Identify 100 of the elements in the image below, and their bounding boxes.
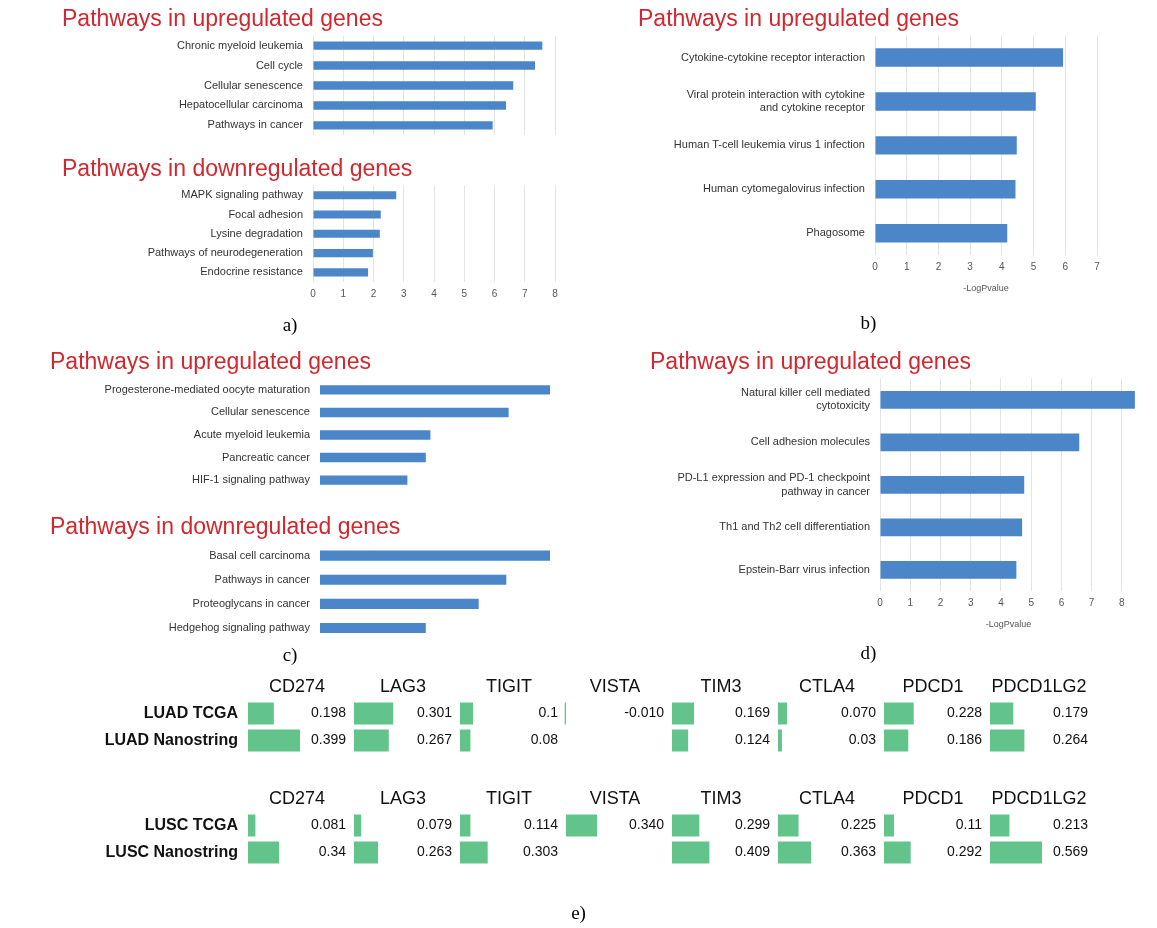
bar (875, 224, 1008, 243)
x-tick-label: TIM3 (700, 675, 742, 696)
x-tick-label: 6 (1062, 260, 1069, 272)
data-label: 0.263 (416, 843, 453, 860)
y-tick-label: MAPK signaling pathway (181, 188, 304, 201)
chart-title: Pathways in upregulated genes (638, 5, 959, 32)
y-tick-label: Epstein-Barr virus infection (738, 562, 870, 575)
data-label: 0.070 (840, 704, 877, 721)
bar (880, 390, 1135, 409)
chart-title: Pathways in downregulated genes (50, 513, 401, 540)
x-tick-label: 6 (491, 287, 498, 299)
y-tick-label: Cell adhesion molecules (750, 435, 871, 448)
data-label: 0.399 (310, 731, 347, 748)
bar (313, 191, 397, 200)
x-tick-label: 4 (431, 287, 438, 299)
x-tick-label: 1 (340, 287, 347, 299)
data-label: 0.409 (734, 843, 771, 860)
x-axis-title: -LogPvalue (985, 619, 1032, 630)
y-tick-label: Pancreatic cancer (221, 450, 311, 463)
x-tick-label: CD274 (268, 675, 326, 696)
y-tick-label: Cytokine-cytokine receptor interaction (680, 50, 865, 63)
bar (320, 385, 550, 395)
data-label: 0.340 (628, 816, 665, 833)
y-tick-label: Human cytomegalovirus infection (702, 182, 865, 195)
bar (313, 210, 381, 219)
y-tick-label: PD-L1 expression and PD-1 checkpoint pathway in cancer (677, 471, 871, 497)
x-tick-label: 0 (877, 596, 884, 608)
data-label: 0.179 (1052, 704, 1089, 721)
data-label: 0.303 (522, 843, 559, 860)
data-label: 0.292 (946, 843, 983, 860)
x-tick-label: CD274 (268, 787, 326, 808)
y-tick-label: Endocrine resistance (200, 265, 303, 278)
text: a) (282, 314, 298, 337)
x-tick-label: 2 (937, 596, 944, 608)
x-tick-label: 7 (1094, 260, 1101, 272)
y-tick-label: Phagosome (806, 226, 865, 239)
y-tick-label: Natural killer cell mediated cytotoxicity (741, 386, 871, 412)
x-tick-label: 0 (872, 260, 879, 272)
bar (320, 598, 479, 609)
data-label: -0.010 (624, 704, 665, 721)
bar (320, 407, 509, 418)
data-label: 0.225 (840, 816, 877, 833)
data-label: 0.124 (734, 731, 771, 748)
data-label: 0.213 (1052, 816, 1089, 833)
x-tick-label: TIM3 (700, 787, 742, 808)
x-tick-label: 1 (903, 260, 910, 272)
x-tick-label: PDCD1 (902, 675, 964, 696)
bar (313, 268, 369, 277)
data-label: 0.363 (840, 843, 877, 860)
bar (320, 550, 550, 561)
text: d) (860, 642, 877, 665)
x-tick-label: 3 (967, 260, 974, 272)
data-label: 0.08 (530, 731, 559, 748)
bar (320, 622, 426, 634)
x-tick-label: LAG3 (379, 787, 427, 808)
chart-title: Pathways in upregulated genes (50, 348, 371, 375)
bar (875, 92, 1036, 111)
y-tick-label: Hedgehog signaling pathway (168, 620, 311, 633)
y-tick-label: HIF-1 signaling pathway (191, 473, 311, 486)
bar (880, 433, 1080, 452)
x-tick-label: PDCD1LG2 (991, 675, 1087, 696)
data-label: 0.081 (310, 816, 347, 833)
x-tick-label: PDCD1LG2 (991, 787, 1087, 808)
x-tick-label: 2 (935, 260, 942, 272)
chart-title: Pathways in downregulated genes (62, 155, 413, 182)
text: c) (282, 644, 298, 667)
y-tick-label: LUAD TCGA (143, 703, 239, 721)
bar (875, 180, 1016, 199)
x-tick-label: 7 (1088, 596, 1095, 608)
x-tick-label: 3 (400, 287, 407, 299)
y-tick-label: Human T-cell leukemia virus 1 infection (673, 138, 865, 151)
x-tick-label: TIGIT (486, 675, 532, 696)
y-tick-label: Chronic myeloid leukemia (177, 38, 304, 51)
bar (875, 136, 1017, 155)
data-label: 0.079 (416, 816, 453, 833)
data-label: 0.267 (416, 731, 453, 748)
bar (320, 430, 431, 440)
y-tick-label: Lysine degradation (210, 226, 303, 239)
x-axis-title: -LogPvalue (963, 283, 1009, 294)
data-label: 0.114 (524, 816, 559, 833)
data-label: 0.228 (946, 704, 983, 721)
y-tick-label: Hepatocellular carcinoma (178, 98, 304, 111)
x-tick-label: 7 (521, 287, 528, 299)
x-tick-label: 4 (999, 260, 1006, 272)
y-tick-label: Cellular senescence (210, 405, 310, 418)
data-label: 0.03 (848, 731, 877, 748)
text: b) (860, 312, 877, 335)
bar (880, 518, 1023, 537)
x-tick-label: 3 (967, 596, 974, 608)
y-tick-label: Cell cycle (255, 58, 303, 71)
data-label: 0.299 (734, 816, 771, 833)
data-label: 0.198 (310, 704, 347, 721)
data-label: 0.264 (1052, 731, 1089, 748)
data-label: 0.186 (946, 731, 983, 748)
x-tick-label: 6 (1058, 596, 1065, 608)
y-tick-label: Pathways in cancer (207, 118, 304, 131)
y-tick-label: Proteoglycans in cancer (192, 596, 311, 609)
y-tick-label: LUSC TCGA (144, 815, 239, 833)
bar (880, 475, 1025, 494)
bar (875, 48, 1064, 67)
